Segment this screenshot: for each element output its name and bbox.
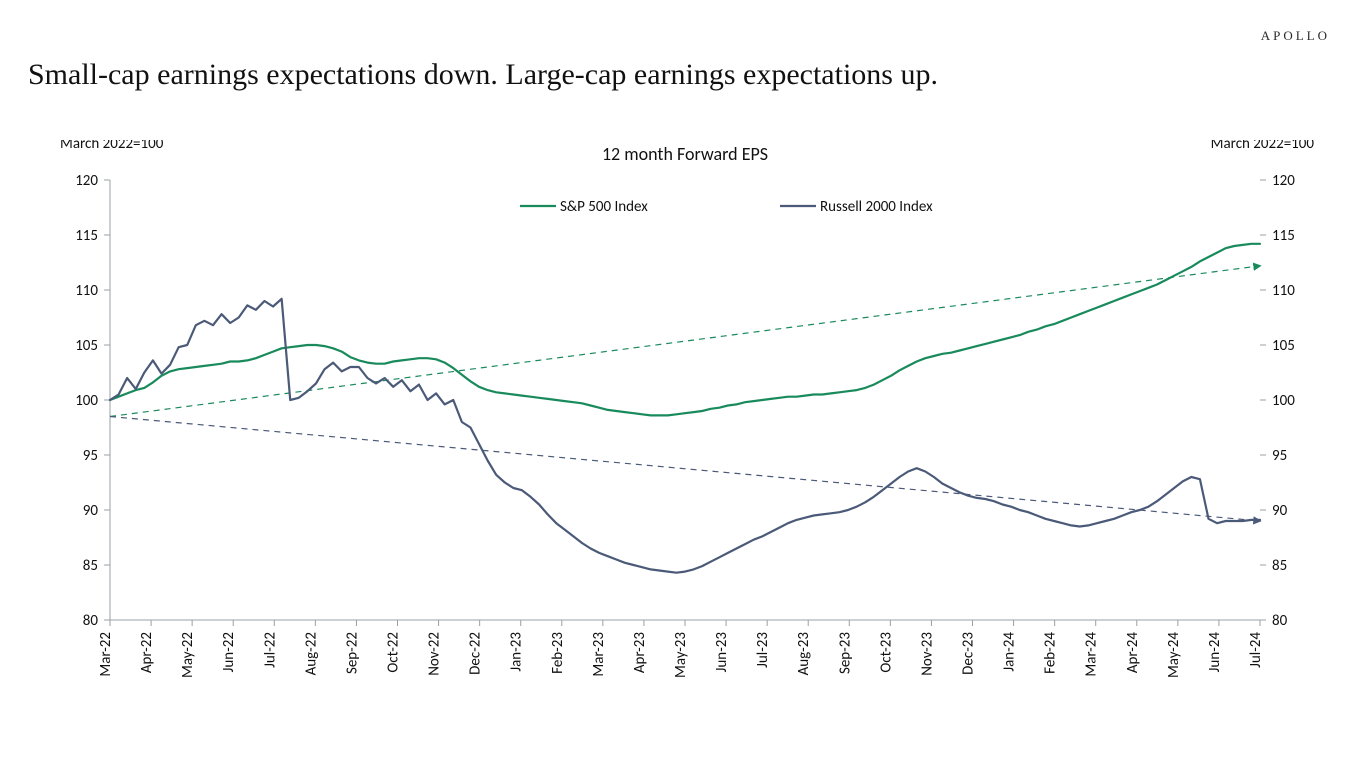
y-tick-left: 95 bbox=[83, 447, 98, 465]
y-tick-left: 105 bbox=[75, 337, 98, 355]
x-tick: Jul-22 bbox=[261, 632, 279, 668]
x-tick: Feb-24 bbox=[1042, 632, 1060, 674]
x-tick: Nov-22 bbox=[426, 632, 444, 676]
y-tick-left: 120 bbox=[75, 172, 98, 190]
x-tick: Jun-22 bbox=[220, 632, 238, 672]
y-axis-left-note: March 2022=100 bbox=[60, 140, 164, 153]
y-tick-left: 110 bbox=[75, 282, 98, 300]
y-tick-left: 115 bbox=[75, 227, 98, 245]
y-tick-left: 80 bbox=[83, 612, 99, 630]
trend-line bbox=[110, 417, 1260, 522]
x-tick: May-24 bbox=[1165, 632, 1183, 678]
y-tick-right: 80 bbox=[1272, 612, 1288, 630]
eps-line-chart: 12 month Forward EPS March 2022=100 March … bbox=[0, 140, 1366, 740]
x-tick: Nov-23 bbox=[918, 632, 936, 676]
y-tick-right: 95 bbox=[1272, 447, 1287, 465]
x-tick: Mar-24 bbox=[1083, 632, 1101, 677]
x-tick: Apr-22 bbox=[138, 632, 156, 673]
chart-subtitle: 12 month Forward EPS bbox=[602, 143, 768, 165]
legend-label: Russell 2000 Index bbox=[820, 198, 933, 216]
x-tick: Sep-23 bbox=[836, 632, 854, 674]
x-tick: Feb-23 bbox=[549, 632, 567, 674]
y-tick-right: 120 bbox=[1272, 172, 1295, 190]
x-tick: Apr-23 bbox=[631, 632, 649, 674]
x-tick: Mar-23 bbox=[590, 632, 608, 677]
x-tick: Oct-22 bbox=[385, 632, 403, 673]
x-tick: Dec-23 bbox=[960, 632, 978, 675]
x-tick: Jun-24 bbox=[1206, 632, 1224, 673]
y-tick-right: 110 bbox=[1272, 282, 1295, 300]
trend-line bbox=[110, 266, 1260, 417]
chart-container: 12 month Forward EPS March 2022=100 March … bbox=[0, 140, 1366, 740]
y-tick-right: 105 bbox=[1272, 337, 1295, 355]
x-tick: Jan-24 bbox=[1001, 632, 1019, 672]
y-axis-right-note: March 2022=100 bbox=[1211, 140, 1315, 153]
series-line bbox=[110, 299, 1260, 573]
x-tick: Mar-22 bbox=[97, 632, 115, 677]
y-tick-left: 100 bbox=[75, 392, 98, 410]
x-tick: Apr-24 bbox=[1124, 632, 1142, 674]
y-tick-right: 90 bbox=[1272, 502, 1288, 520]
x-tick: Aug-23 bbox=[795, 632, 813, 676]
x-tick: Jul-23 bbox=[754, 632, 772, 668]
x-tick: May-22 bbox=[179, 632, 197, 678]
x-tick: Jun-23 bbox=[713, 632, 731, 673]
y-tick-right: 115 bbox=[1272, 227, 1295, 245]
x-tick: Oct-23 bbox=[877, 632, 895, 673]
x-tick: May-23 bbox=[672, 632, 690, 678]
x-tick: Jan-23 bbox=[508, 632, 526, 672]
series-line bbox=[110, 244, 1260, 416]
x-tick: Aug-22 bbox=[302, 632, 320, 675]
y-tick-left: 90 bbox=[83, 502, 99, 520]
y-tick-right: 85 bbox=[1272, 557, 1287, 575]
x-tick: Jul-24 bbox=[1247, 632, 1265, 668]
chart-title: Small-cap earnings expectations down. La… bbox=[28, 58, 938, 92]
legend-label: S&P 500 Index bbox=[560, 198, 648, 216]
x-tick: Sep-22 bbox=[343, 632, 361, 674]
y-tick-left: 85 bbox=[83, 557, 98, 575]
brand-logo: APOLLO bbox=[1261, 28, 1330, 44]
y-tick-right: 100 bbox=[1272, 392, 1295, 410]
x-tick: Dec-22 bbox=[467, 632, 485, 675]
